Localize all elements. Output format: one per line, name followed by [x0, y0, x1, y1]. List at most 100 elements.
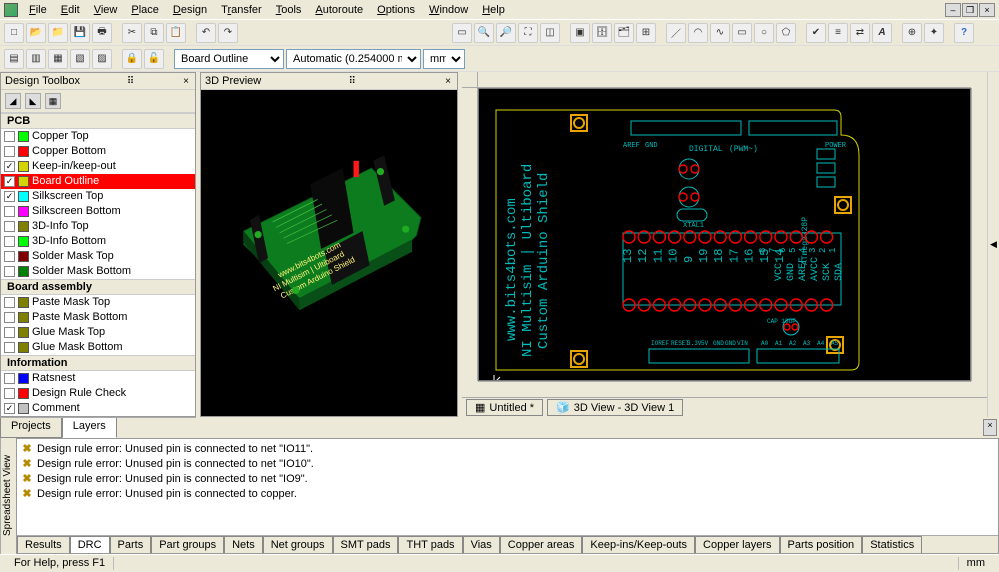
drc-list[interactable]: ✖Design rule error: Unused pin is connec… [17, 439, 998, 535]
layer-row[interactable]: Paste Mask Bottom [1, 310, 195, 325]
drc-tab-copper-layers[interactable]: Copper layers [695, 536, 779, 553]
menu-edit[interactable]: Edit [54, 2, 87, 18]
editor-canvas[interactable]: www.bits4bots.com NI Multisim | Ultiboar… [478, 88, 971, 381]
drc-error-row[interactable]: ✖Design rule error: Unused pin is connec… [21, 471, 994, 486]
fullscreen-button[interactable]: ▣ [570, 23, 590, 43]
tab-projects[interactable]: Projects [0, 418, 62, 438]
dim-shown-icon[interactable]: ◢ [5, 93, 21, 109]
menu-window[interactable]: Window [422, 2, 475, 18]
drc-tab-parts[interactable]: Parts [110, 536, 152, 553]
print-button[interactable]: 🖶 [92, 23, 112, 43]
layer-row[interactable]: ✓Keep-in/keep-out [1, 159, 195, 174]
layer-row[interactable]: 3D-Info Top [1, 219, 195, 234]
menu-file[interactable]: File [22, 2, 54, 18]
tab-3dview[interactable]: 🧊 3D View - 3D View 1 [547, 399, 683, 416]
layer-checkbox[interactable] [4, 146, 15, 157]
select-tool[interactable]: ▭ [452, 23, 472, 43]
drc-tab-net-groups[interactable]: Net groups [263, 536, 333, 553]
layer-checkbox[interactable] [4, 297, 15, 308]
layer-checkbox[interactable]: ✓ [4, 403, 15, 414]
tab-layers[interactable]: Layers [62, 418, 117, 438]
drc-error-row[interactable]: ✖Design rule error: Unused pin is connec… [21, 456, 994, 471]
spreadsheet-view-tab[interactable]: Spreadsheet View [0, 438, 16, 554]
drc-error-row[interactable]: ✖Design rule error: Unused pin is connec… [21, 486, 994, 501]
text-tool[interactable]: A [872, 23, 892, 43]
layer-row[interactable]: Glue Mask Bottom [1, 340, 195, 355]
layer-row[interactable]: Ratsnest [1, 371, 195, 386]
toolbox-close-icon[interactable]: × [181, 76, 191, 87]
drc-tab-statistics[interactable]: Statistics [862, 536, 922, 553]
save-button[interactable]: 💾 [70, 23, 90, 43]
layer-checkbox[interactable] [4, 206, 15, 217]
spreadsheet-close-icon[interactable]: × [983, 419, 997, 436]
layer-row[interactable]: ✓Board Outline [1, 174, 195, 189]
preview-pin-icon[interactable]: ⠿ [347, 76, 358, 87]
drc-tab-parts-position[interactable]: Parts position [780, 536, 863, 553]
dim-tool-1[interactable]: ⊕ [902, 23, 922, 43]
drc-tab-nets[interactable]: Nets [224, 536, 263, 553]
side-expand-caret[interactable]: ◀ [987, 72, 999, 417]
open-button[interactable]: 📂 [26, 23, 46, 43]
menu-view[interactable]: View [87, 2, 125, 18]
layer-row[interactable]: ✓Comment [1, 401, 195, 416]
menu-autoroute[interactable]: Autoroute [308, 2, 370, 18]
sel4-icon[interactable]: ▧ [70, 49, 90, 69]
layer-row[interactable]: Copper Top [1, 129, 195, 144]
menu-help[interactable]: Help [475, 2, 512, 18]
tab-untitled[interactable]: ▦ Untitled * [466, 399, 543, 416]
layer-row[interactable]: Copper Bottom [1, 144, 195, 159]
layer-checkbox[interactable] [4, 251, 15, 262]
sel5-icon[interactable]: ▨ [92, 49, 112, 69]
sel1-icon[interactable]: ▤ [4, 49, 24, 69]
sel2-icon[interactable]: ▥ [26, 49, 46, 69]
units-select[interactable]: mm [423, 49, 465, 69]
netlist-button[interactable]: ≡ [828, 23, 848, 43]
show-color-icon[interactable]: ▦ [45, 93, 61, 109]
layer-checkbox[interactable] [4, 327, 15, 338]
layer-checkbox[interactable] [4, 312, 15, 323]
drc-tab-drc[interactable]: DRC [70, 536, 110, 553]
layer-row[interactable]: Silkscreen Bottom [1, 204, 195, 219]
connectivity-button[interactable]: ⇄ [850, 23, 870, 43]
minimize-button[interactable]: – [945, 3, 961, 17]
layer-select[interactable]: Board Outline [174, 49, 284, 69]
drc-run-button[interactable]: ✔ [806, 23, 826, 43]
trace-width-select[interactable]: Automatic (0.254000 mm) [286, 49, 421, 69]
layer-checkbox[interactable] [4, 373, 15, 384]
scrollbar-vertical[interactable] [971, 88, 987, 381]
layer-checkbox[interactable]: ✓ [4, 161, 15, 172]
open-sample-button[interactable]: 📁 [48, 23, 68, 43]
part-button[interactable]: ⊞ [636, 23, 656, 43]
menu-place[interactable]: Place [124, 2, 166, 18]
layer-checkbox[interactable] [4, 342, 15, 353]
line-tool[interactable]: ／ [666, 23, 686, 43]
library-button[interactable]: 🗂 [614, 23, 634, 43]
layer-row[interactable]: ✓Silkscreen Top [1, 189, 195, 204]
layer-row[interactable]: Solder Mask Top [1, 249, 195, 264]
menu-transfer[interactable]: Transfer [214, 2, 269, 18]
layer-row[interactable]: Paste Mask Top [1, 295, 195, 310]
preview-canvas[interactable]: www.bits4bots.com NI Multisim | Ultiboar… [201, 90, 457, 416]
scrollbar-horizontal[interactable] [478, 381, 971, 397]
layer-row[interactable]: Glue Mask Top [1, 325, 195, 340]
layer-list[interactable]: PCBCopper TopCopper Bottom✓Keep-in/keep-… [1, 113, 195, 416]
drc-tab-part-groups[interactable]: Part groups [151, 536, 224, 553]
layer-checkbox[interactable] [4, 221, 15, 232]
rect-tool[interactable]: ▭ [732, 23, 752, 43]
circle-tool[interactable]: ○ [754, 23, 774, 43]
drc-tab-keep-ins-keep-outs[interactable]: Keep-ins/Keep-outs [582, 536, 695, 553]
layer-checkbox[interactable] [4, 131, 15, 142]
zoom-in-button[interactable]: 🔍 [474, 23, 494, 43]
bright-shown-icon[interactable]: ◣ [25, 93, 41, 109]
paste-button[interactable]: 📋 [166, 23, 186, 43]
drc-tab-copper-areas[interactable]: Copper areas [500, 536, 583, 553]
lock-icon[interactable]: 🔒 [122, 49, 142, 69]
preview-close-icon[interactable]: × [443, 76, 453, 87]
arc-tool[interactable]: ◠ [688, 23, 708, 43]
layer-row[interactable]: 3D-Info Bottom [1, 234, 195, 249]
layer-checkbox[interactable]: ✓ [4, 176, 15, 187]
layer-checkbox[interactable] [4, 266, 15, 277]
database-button[interactable]: 🗄 [592, 23, 612, 43]
layer-checkbox[interactable] [4, 236, 15, 247]
new-button[interactable]: □ [4, 23, 24, 43]
